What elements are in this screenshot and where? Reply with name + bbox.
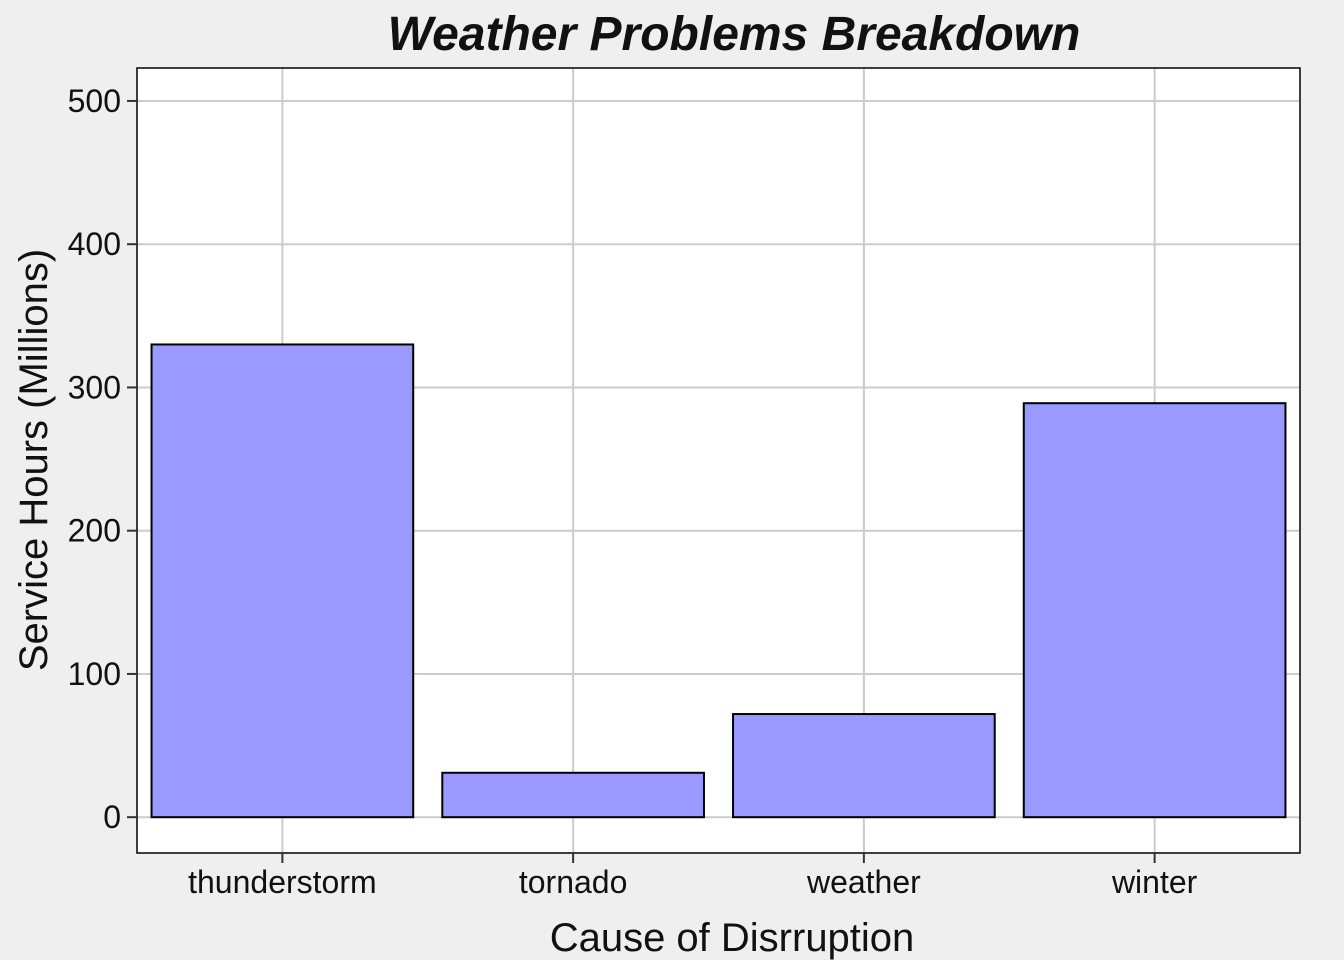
y-axis-title: Service Hours (Millions) — [12, 249, 56, 671]
x-tick-label: thunderstorm — [188, 864, 377, 900]
y-tick-label: 0 — [103, 799, 121, 835]
axis-ticks: 0 100 200 300 400 500 thunderstorm tornado weath… — [68, 83, 1198, 900]
bars — [150, 343, 1287, 819]
chart-title: Weather Problems Breakdown — [388, 8, 1081, 61]
bar-winter — [1022, 402, 1287, 819]
y-tick-label: 500 — [68, 83, 121, 119]
x-tick-label: winter — [1111, 864, 1198, 900]
bar-thunderstorm — [150, 343, 415, 819]
y-tick-label: 200 — [68, 513, 121, 549]
x-tick-label: tornado — [519, 864, 628, 900]
plot-panel-border — [136, 67, 1301, 854]
x-axis-title: Cause of Disrruption — [550, 916, 915, 960]
y-tick-label: 100 — [68, 656, 121, 692]
bar-weather — [732, 713, 996, 819]
bar-tornado — [441, 771, 705, 819]
x-tick-label: weather — [806, 864, 921, 900]
y-tick-label: 400 — [68, 226, 121, 262]
y-tick-label: 300 — [68, 369, 121, 405]
